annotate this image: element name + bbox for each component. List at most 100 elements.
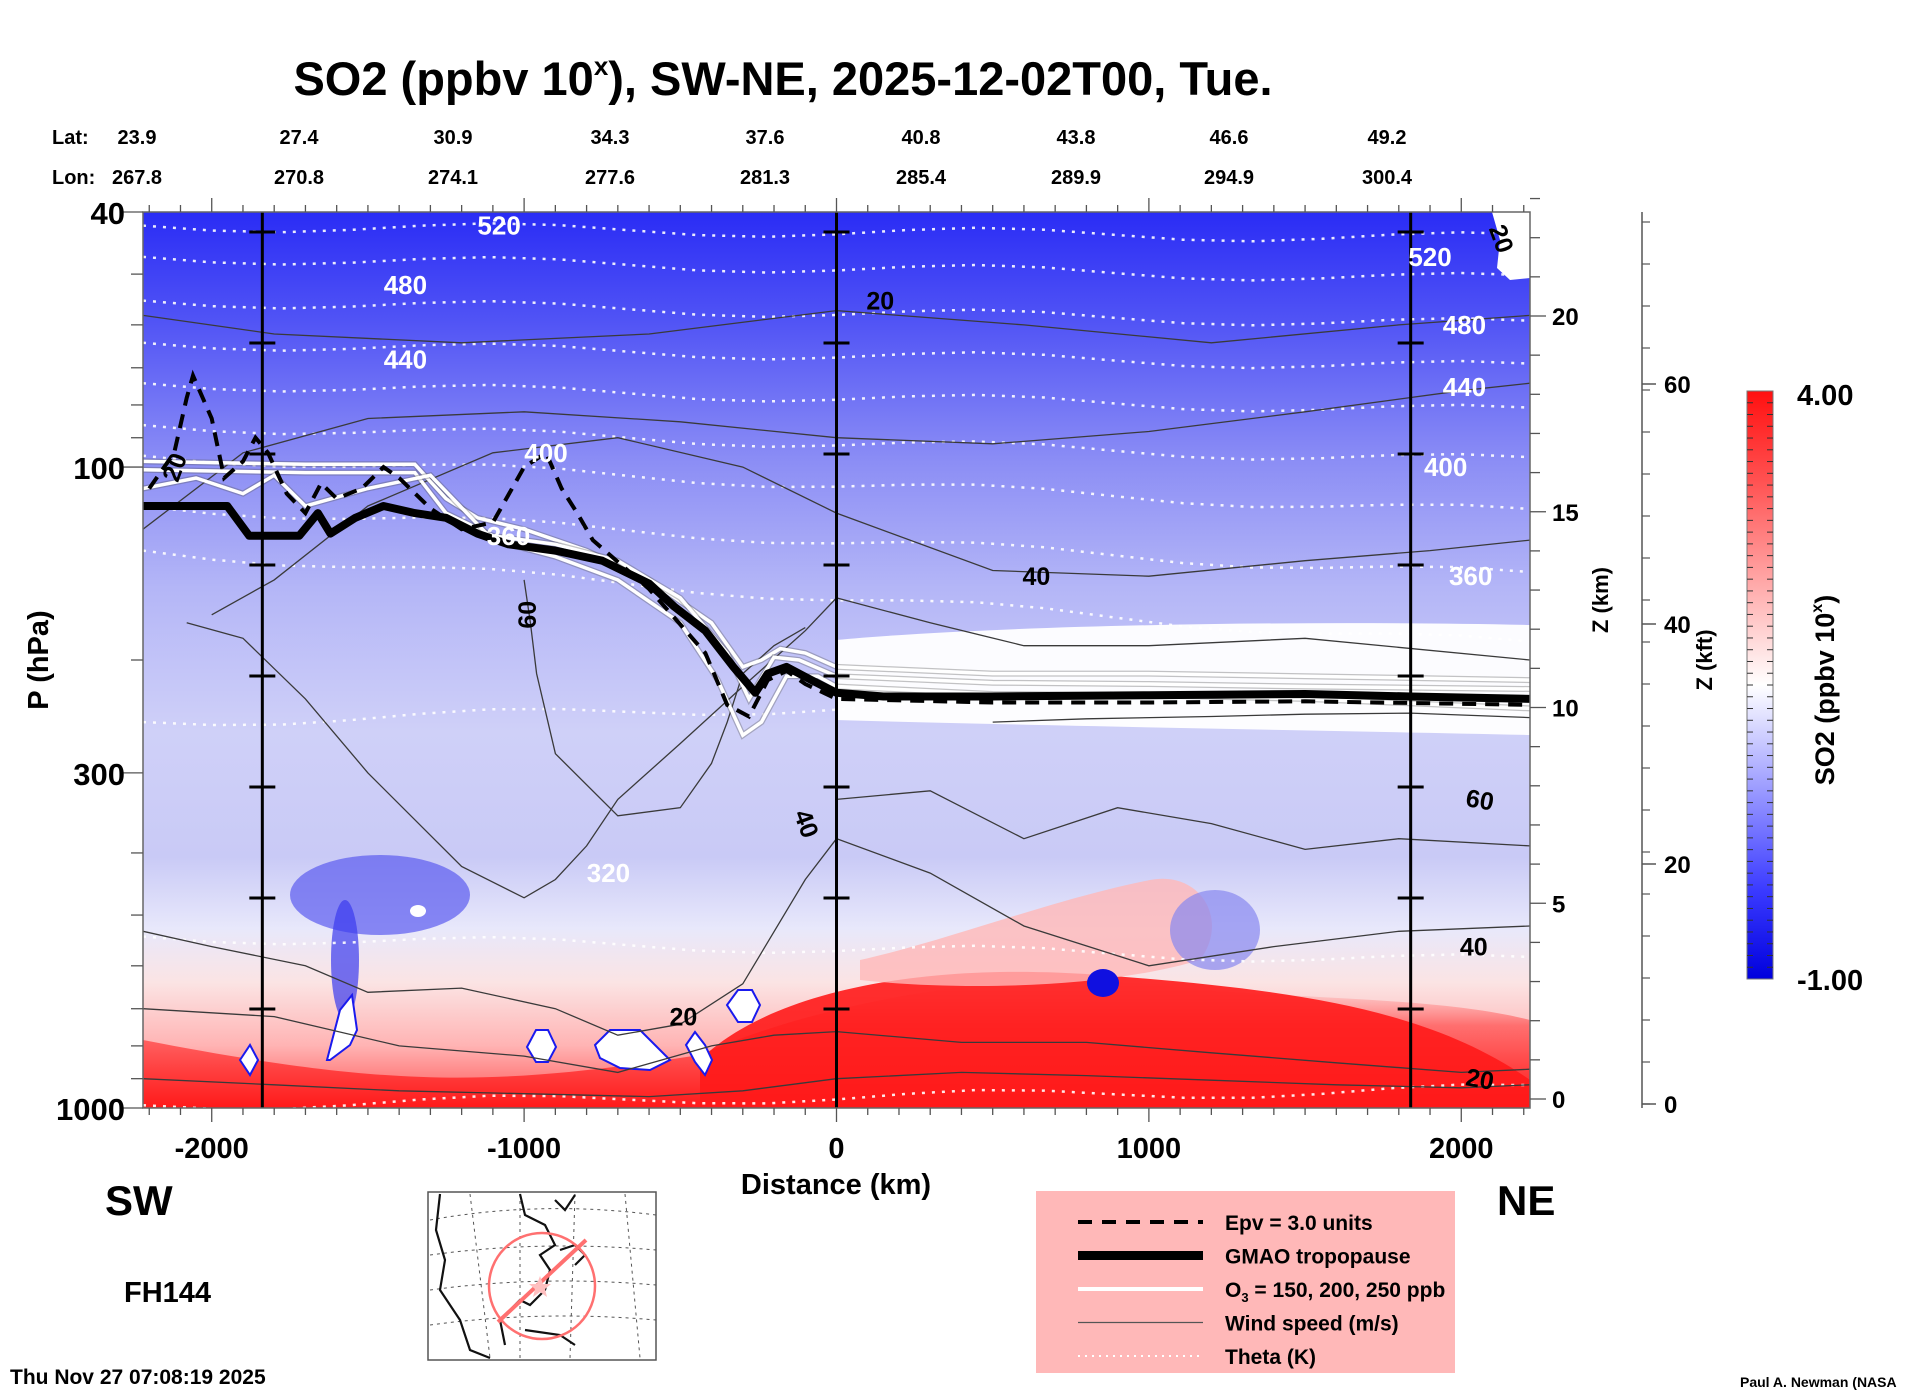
lat-value: 30.9 [434, 127, 473, 149]
legend-label: Theta (K) [1225, 1346, 1316, 1369]
lon-value: 281.3 [740, 167, 790, 189]
timestamp: Thu Nov 27 07:08:19 2025 [10, 1366, 266, 1389]
colorbar-title-main: SO2 (ppbv 10 [1810, 613, 1840, 786]
so2-white-patch-topright [1492, 212, 1530, 280]
theta-label: 400 [524, 438, 567, 468]
so2-blue-blob-3 [1087, 969, 1119, 997]
lat-value: 43.8 [1057, 127, 1096, 149]
wind-speed-label: 40 [1023, 563, 1051, 591]
theta-label: 280 [1436, 1102, 1479, 1132]
x-tick-label: 1000 [1117, 1133, 1182, 1165]
lat-value: 40.8 [902, 127, 941, 149]
so2-white-patch-3 [525, 1029, 558, 1063]
z-km-axis: 0 5 10 15 20 [1530, 197, 1579, 1114]
lat-lon-header: Lat: Lon: 23.9 27.4 30.9 34.3 37.6 40.8 43.8 46.6… [52, 127, 1413, 189]
y-tick-label: 40 [91, 196, 125, 231]
contour-labels: 2020604040604020202052048044040036032052… [157, 211, 1519, 1133]
chart-title-suffix: ), SW-NE, 2025-12-02T00, Tue. [608, 52, 1272, 105]
x-tick-label: -1000 [487, 1133, 561, 1165]
x-axis: -2000 -1000 0 1000 2000 [148, 198, 1525, 1165]
forecast-hour-label: FH144 [124, 1277, 211, 1309]
map-graticule-line [429, 1245, 657, 1256]
wind-speed-label: 20 [1464, 1063, 1496, 1095]
vertical-markers [249, 212, 1424, 1108]
epv-contour-line [147, 369, 1530, 720]
map-range-circle [487, 1231, 597, 1341]
map-graticule [429, 1193, 657, 1359]
legend-label: Epv = 3.0 units [1225, 1212, 1373, 1235]
theta-label: 400 [1424, 452, 1467, 482]
colorbar-ticks [1747, 402, 1773, 968]
chart-title-main: SO2 (ppbv 10 [293, 52, 593, 105]
ne-label: NE [1497, 1177, 1555, 1224]
map-inset [427, 1191, 657, 1361]
legend-label: O3 = 150, 200, 250 ppb [1225, 1279, 1445, 1305]
so2-blue-blob-4 [1170, 890, 1260, 970]
map-graticule-line [429, 1208, 657, 1221]
lat-value: 23.9 [118, 127, 157, 149]
so2-blue-blob-1 [290, 855, 470, 935]
z-km-axis-label: Z (km) [1588, 567, 1613, 633]
theta-line [143, 341, 1530, 370]
colorbar-title: SO2 (ppbv 10x) [1809, 595, 1840, 785]
credit: Paul A. Newman (NASA [1740, 1374, 1897, 1390]
tropopause-lines [143, 369, 1530, 720]
lat-value: 34.3 [591, 127, 630, 149]
lon-value: 267.8 [112, 167, 162, 189]
legend: Epv = 3.0 units GMAO tropopause O3 = 150, … [1036, 1191, 1455, 1373]
z-km-tick-label: 10 [1552, 696, 1579, 723]
wind-speed-line [836, 790, 1530, 851]
so2-white-patch-6 [725, 989, 762, 1023]
so2-white-band [836, 623, 1530, 735]
theta-label: 520 [477, 211, 520, 241]
lon-value: 300.4 [1362, 167, 1413, 189]
lon-value: 294.9 [1204, 167, 1254, 189]
wind-speed-label: 40 [1460, 934, 1488, 962]
theta-line [143, 423, 1530, 461]
wind-speed-line [992, 712, 1530, 723]
z-km-tick-label: 15 [1552, 500, 1579, 527]
y-axis-label: P (hPa) [23, 610, 55, 709]
so2-red-surface [700, 971, 1530, 1108]
theta-line [143, 504, 1530, 574]
z-kft-axis-label: Z (kft) [1692, 629, 1717, 690]
colorbar-max-label: 4.00 [1797, 380, 1853, 412]
lon-value: 285.4 [896, 167, 947, 189]
z-km-tick-label: 20 [1552, 304, 1579, 331]
map-center-star-icon [529, 1276, 551, 1297]
map-frame [427, 1191, 657, 1361]
so2-blue-blob-2 [331, 900, 359, 1020]
so2-white-patch-1 [238, 1043, 260, 1077]
x-tick-label: 2000 [1429, 1133, 1494, 1165]
so2-white-patch-5 [684, 1030, 714, 1077]
y-tick-label: 1000 [56, 1092, 125, 1127]
theta-line [143, 381, 1530, 413]
theta-label: 360 [487, 521, 530, 551]
wind-speed-label: 60 [1464, 784, 1496, 816]
wind-speed-line [186, 597, 1530, 899]
map-section-line [496, 1238, 588, 1324]
wind-speed-line [143, 837, 1530, 1036]
lon-value: 270.8 [274, 167, 324, 189]
theta-label: 440 [384, 345, 427, 375]
lon-label: Lon: [52, 167, 95, 189]
z-kft-tick-label: 0 [1664, 1092, 1677, 1119]
y-tick-label: 300 [73, 757, 125, 792]
lat-value: 27.4 [280, 127, 320, 149]
sw-label: SW [105, 1177, 173, 1224]
y-tick-label: 100 [73, 451, 125, 486]
z-kft-axis: 0 20 40 60 [1641, 212, 1691, 1119]
so2-pink-midlevel [860, 878, 1212, 986]
z-kft-tick-label: 20 [1664, 852, 1691, 879]
x-axis-label: Distance (km) [741, 1169, 931, 1201]
lon-value: 274.1 [428, 167, 478, 189]
theta-label: 360 [1449, 561, 1492, 591]
ozone-contour-line [143, 459, 1530, 682]
map-coastline [554, 1194, 576, 1212]
colorbar-title-suffix: ) [1810, 595, 1840, 604]
colorbar: 4.00 -1.00 SO2 (ppbv 10x) [1746, 380, 1863, 997]
theta-line [143, 1083, 1530, 1108]
theta-line [143, 222, 1530, 243]
theta-line [143, 549, 1530, 643]
